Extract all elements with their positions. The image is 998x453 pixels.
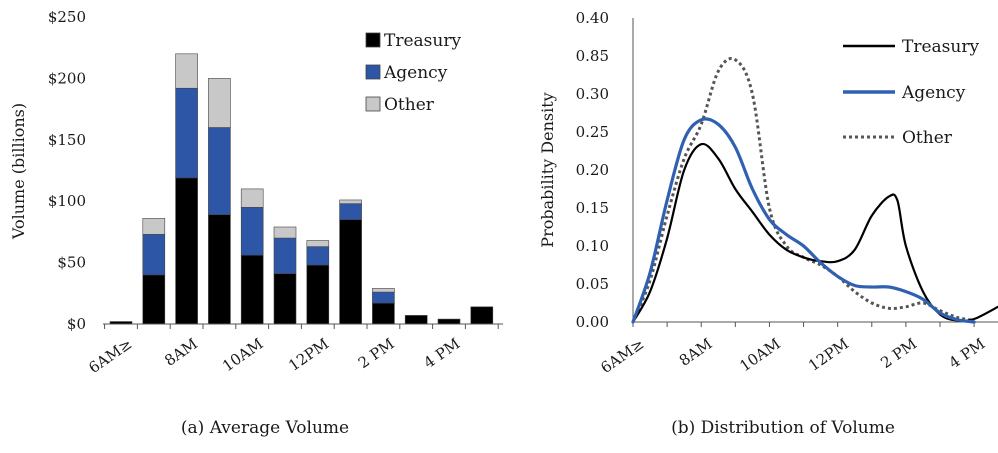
legend-label-agency: Agency (383, 63, 448, 83)
x-tick-label-b: 12PM (805, 335, 852, 375)
bar-segment-treasury (437, 318, 461, 325)
bar-segment-treasury (175, 177, 198, 325)
bar-segment-treasury (306, 264, 330, 325)
caption-b: (b) Distribution of Volume (671, 418, 895, 438)
bar-segment-other (339, 199, 362, 204)
y-tick-label-a: $100 (48, 192, 86, 210)
bar-segment-other (208, 78, 231, 128)
y-tick-label-b: 0.20 (576, 161, 609, 179)
bar-segment-treasury (142, 274, 166, 325)
x-tick-label-a: 12PM (285, 335, 332, 375)
series-line-other (631, 56, 975, 323)
legend-label-treasury: Treasury (384, 31, 461, 51)
bar-segment-other (306, 240, 330, 247)
y-tick-label-b: 0.30 (576, 85, 609, 103)
x-tick-label-b: 6AM≥ (597, 335, 647, 377)
bar-segment-other (240, 188, 264, 208)
bar-segment-treasury (404, 315, 428, 325)
y-tick-label-b: 0.05 (576, 275, 609, 293)
x-tick-label-a: 2 PM (355, 335, 398, 373)
bar-segment-agency (339, 203, 362, 220)
caption-a: (a) Average Volume (181, 418, 349, 438)
legend-label-b-other: Other (902, 128, 953, 148)
bar-segment-agency (306, 246, 330, 266)
y-axis-title-a: Volume (billions) (9, 103, 28, 240)
bar-segment-agency (273, 237, 297, 274)
bar-segment-treasury (372, 302, 395, 325)
legend-swatch-treasury (365, 32, 381, 48)
x-tick-label-a: 6AM≥ (85, 335, 135, 377)
legend-swatch-agency (365, 64, 381, 80)
x-tick-label-b: 2 PM (877, 335, 920, 373)
bar-segment-other (142, 218, 166, 235)
legend-label-b-agency: Agency (901, 83, 966, 103)
y-tick-label-b: 0.00 (576, 313, 609, 331)
bar-segment-treasury (273, 273, 297, 325)
bar-segment-agency (208, 127, 231, 216)
y-tick-label-a: $200 (48, 69, 86, 87)
x-tick-label-a: 10AM (219, 335, 266, 376)
bar-segment-agency (240, 207, 264, 256)
bar-segment-treasury (470, 306, 494, 325)
y-axis-title-b: Probability Density (538, 92, 557, 247)
y-tick-label-b: 0.25 (576, 123, 609, 141)
legend-label-b-treasury: Treasury (902, 37, 979, 57)
series-line-treasury (631, 142, 998, 324)
x-tick-label-a: 4 PM (420, 335, 463, 373)
bar-segment-other (273, 226, 297, 239)
series-line-agency (631, 117, 976, 324)
bar-segment-agency (372, 291, 395, 304)
bar-segment-other (175, 53, 198, 89)
bar-segment-treasury (240, 254, 264, 325)
bar-segment-agency (142, 234, 166, 276)
x-tick-label-a: 8AM (161, 335, 201, 370)
y-tick-label-a: $250 (48, 8, 86, 26)
y-tick-label-b: 0.15 (576, 199, 609, 217)
bar-segment-treasury (339, 219, 362, 325)
y-tick-label-a: $50 (57, 254, 86, 272)
y-tick-label-b: 0.10 (576, 237, 609, 255)
legend-swatch-other (365, 96, 381, 112)
y-tick-label-a: $150 (48, 131, 86, 149)
y-tick-label-a: $0 (67, 315, 86, 333)
legend-label-other: Other (384, 95, 435, 115)
x-tick-label-b: 8AM (676, 335, 716, 370)
x-tick-label-b: 10AM (736, 335, 783, 376)
x-tick-label-b: 4 PM (946, 335, 989, 373)
bar-segment-treasury (208, 214, 231, 325)
y-tick-label-b: 0.40 (576, 9, 609, 27)
bar-segment-other (372, 288, 395, 293)
bar-segment-agency (175, 87, 198, 179)
y-tick-label-b: 0.85 (576, 47, 609, 65)
